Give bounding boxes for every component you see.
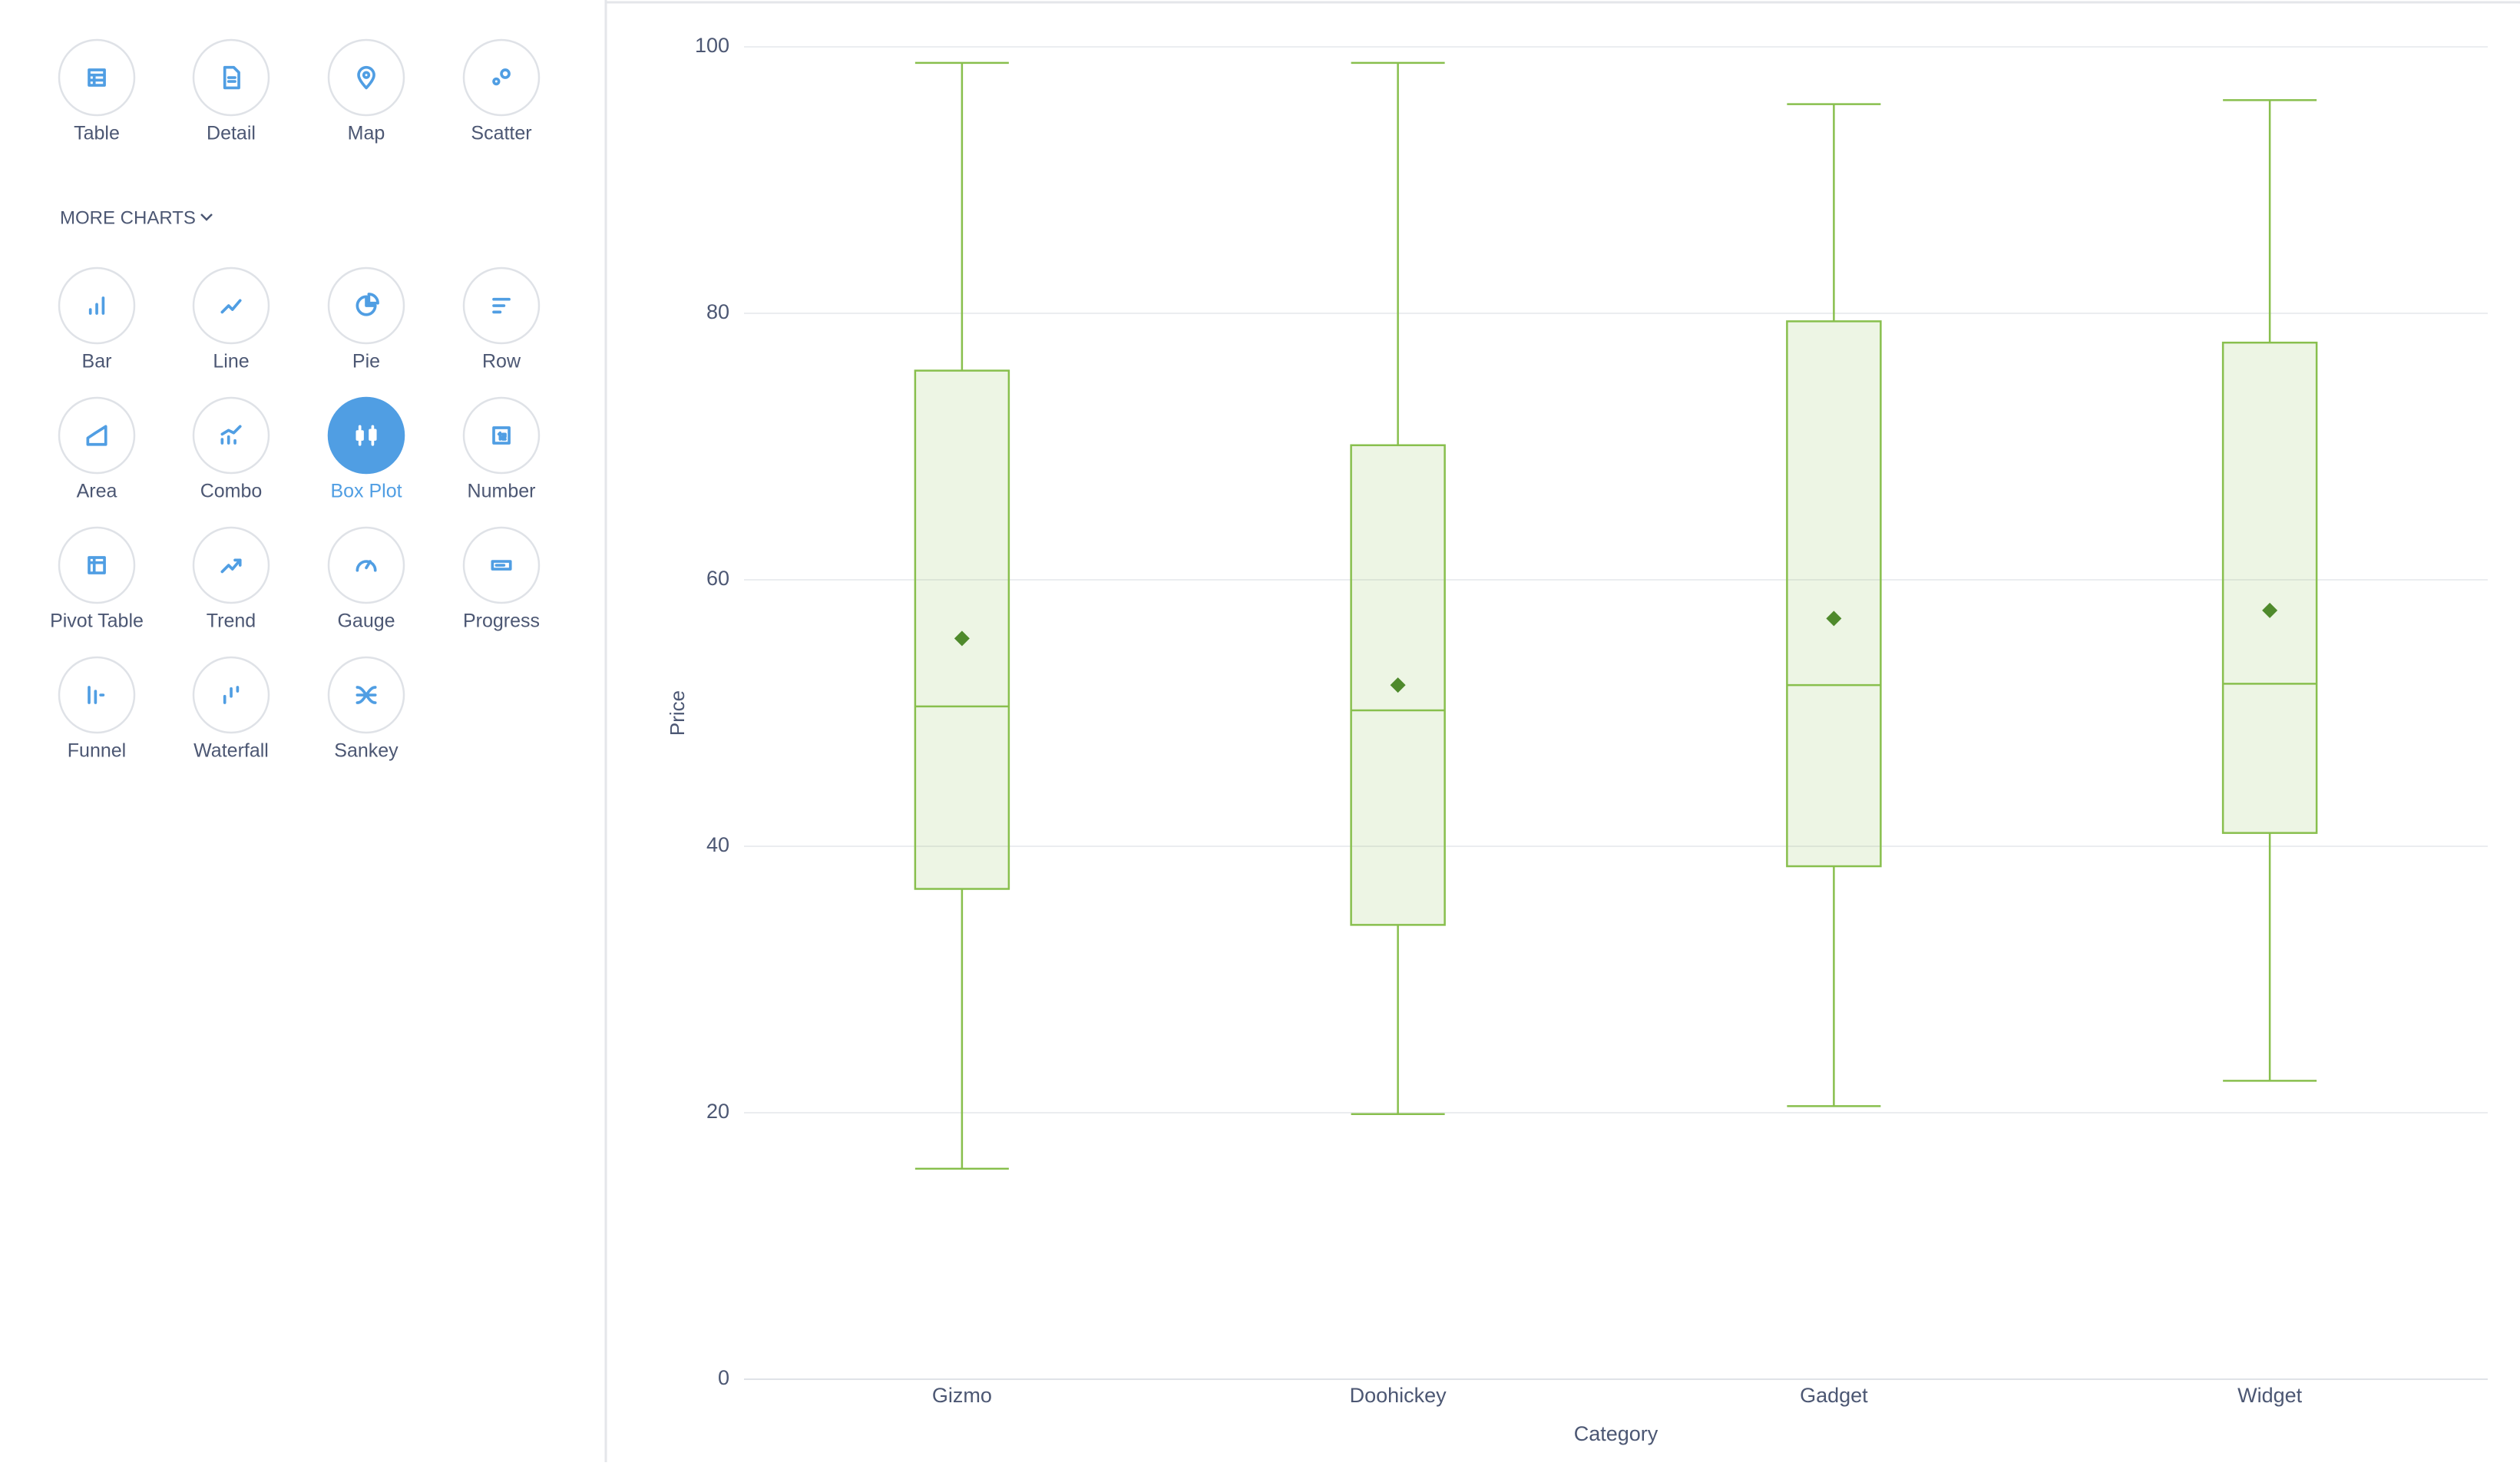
chart-type-icon	[492, 297, 511, 314]
y-tick-label: 20	[706, 1100, 729, 1123]
chart-type-icon	[492, 68, 511, 86]
box	[914, 369, 1010, 890]
y-tick-label: 40	[706, 833, 729, 856]
chart-type-label: Funnel	[68, 740, 126, 762]
chart-type-icon	[356, 293, 379, 316]
chart-type-label: Map	[348, 123, 385, 144]
mean-marker	[954, 630, 970, 647]
chart-type-label: Scatter	[471, 123, 531, 144]
chart-type-icon	[357, 65, 375, 90]
chart-type-label: Trend	[207, 611, 256, 632]
chart-type-label: Pie	[352, 351, 380, 372]
more-charts-toggle[interactable]: MORE CHARTS	[60, 207, 196, 228]
chart-type-button[interactable]	[58, 396, 136, 475]
chart-type-icon	[356, 425, 377, 446]
chart-type-icon	[88, 556, 106, 574]
box	[2221, 341, 2318, 834]
chart: 0 20 40 60 80 100 Price Category Gizmo Doohickey G…	[666, 34, 2488, 1445]
chart-type-label: Progress	[463, 611, 540, 632]
mean-marker	[1390, 677, 1406, 693]
sidebar: Table Detail Map Scatter MORE CHARTS Bar Line P…	[50, 38, 541, 762]
chart-type-icon	[491, 560, 512, 571]
y-tick-label: 80	[706, 300, 729, 323]
x-axis-title: Category	[1574, 1422, 1659, 1445]
chart-type-label: Number	[468, 481, 536, 502]
chart-type-icon	[86, 425, 107, 446]
box	[1786, 320, 1882, 868]
chart-type-label: Sankey	[334, 740, 399, 762]
chart-type-button[interactable]	[192, 266, 270, 345]
chart-type-button[interactable]	[327, 396, 405, 475]
y-tick-label: 100	[695, 34, 729, 57]
x-tick-label: Gizmo	[932, 1384, 992, 1407]
y-tick-label: 0	[718, 1366, 729, 1389]
mean-marker	[1826, 611, 1842, 627]
chart-type-icon	[223, 686, 240, 704]
chart-type-icon	[88, 68, 106, 87]
chart-type-icon	[356, 686, 377, 704]
chart-type-icon	[220, 558, 242, 574]
chart-type-button[interactable]	[58, 38, 136, 117]
chart-type-button[interactable]	[192, 526, 270, 604]
chart-type-icon	[88, 296, 105, 315]
x-tick-label: Widget	[2237, 1384, 2303, 1407]
chevron	[200, 213, 213, 221]
chart-type-icon	[356, 560, 377, 572]
chart-type-label: Area	[77, 481, 117, 502]
chart-type-label: Pivot Table	[50, 611, 144, 632]
chart-type-label: Bar	[82, 351, 112, 372]
x-tick-label: Gadget	[1800, 1384, 1868, 1407]
chart-type-button[interactable]	[462, 38, 541, 117]
x-tick-label: Doohickey	[1350, 1384, 1447, 1407]
chart-type-icon	[220, 425, 242, 445]
chart-type-label: Combo	[200, 481, 263, 502]
chart-type-button[interactable]	[192, 396, 270, 475]
chart-type-icon	[223, 65, 240, 90]
chart-type-button[interactable]	[58, 526, 136, 604]
chart-type-icon	[88, 686, 105, 704]
mean-marker	[2262, 602, 2278, 618]
chart-type-label: Gauge	[337, 611, 395, 632]
chart-type-label: Row	[482, 351, 521, 372]
chart-type-label: Table	[74, 123, 120, 144]
chart-type-label: Box Plot	[330, 481, 402, 502]
y-axis-title: Price	[666, 690, 689, 736]
chart-type-icon	[492, 426, 511, 445]
chart-type-label: Line	[213, 351, 249, 372]
chart-type-icon	[220, 299, 242, 314]
chart-type-label: Detail	[207, 123, 256, 144]
y-tick-label: 60	[706, 567, 729, 590]
chart-type-label: Waterfall	[193, 740, 269, 762]
